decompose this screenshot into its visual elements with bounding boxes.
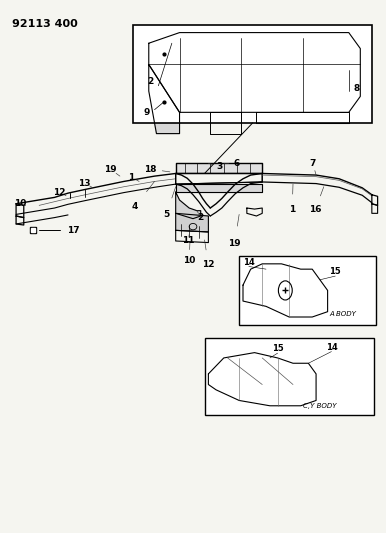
Bar [239,256,376,325]
Text: 17: 17 [67,226,80,235]
Text: 10: 10 [15,199,27,208]
Polygon shape [176,163,262,173]
Text: 15: 15 [272,344,283,353]
Text: 5: 5 [163,211,169,220]
Polygon shape [208,353,316,406]
Text: 12: 12 [53,188,66,197]
Text: 15: 15 [329,268,341,276]
Polygon shape [256,112,349,123]
Text: 19: 19 [104,165,117,174]
Polygon shape [176,192,201,219]
Polygon shape [176,184,262,192]
Text: 14: 14 [243,258,255,266]
Text: 2: 2 [198,213,204,222]
Text: 19: 19 [228,239,241,248]
Polygon shape [149,33,360,112]
Text: 7: 7 [310,159,316,168]
Polygon shape [176,213,208,232]
Text: 9: 9 [144,108,150,117]
Text: 2: 2 [147,77,154,86]
Bar [134,25,372,123]
Text: 18: 18 [144,165,157,174]
Text: 6: 6 [233,159,240,168]
Text: A BODY: A BODY [330,311,356,317]
Text: 8: 8 [353,84,360,93]
Bar [205,338,374,415]
Polygon shape [243,264,328,317]
Polygon shape [149,64,179,134]
Text: 4: 4 [131,203,138,212]
Text: 16: 16 [309,205,322,214]
Text: 10: 10 [183,256,195,264]
Text: 11: 11 [182,237,195,246]
Text: 13: 13 [78,179,91,188]
Text: 12: 12 [202,261,215,269]
Text: 1: 1 [289,205,295,214]
Text: C,Y BODY: C,Y BODY [303,403,337,409]
Text: 14: 14 [325,343,337,352]
Text: 3: 3 [216,162,222,171]
Text: 92113 400: 92113 400 [12,19,78,29]
Text: 1: 1 [128,173,135,182]
